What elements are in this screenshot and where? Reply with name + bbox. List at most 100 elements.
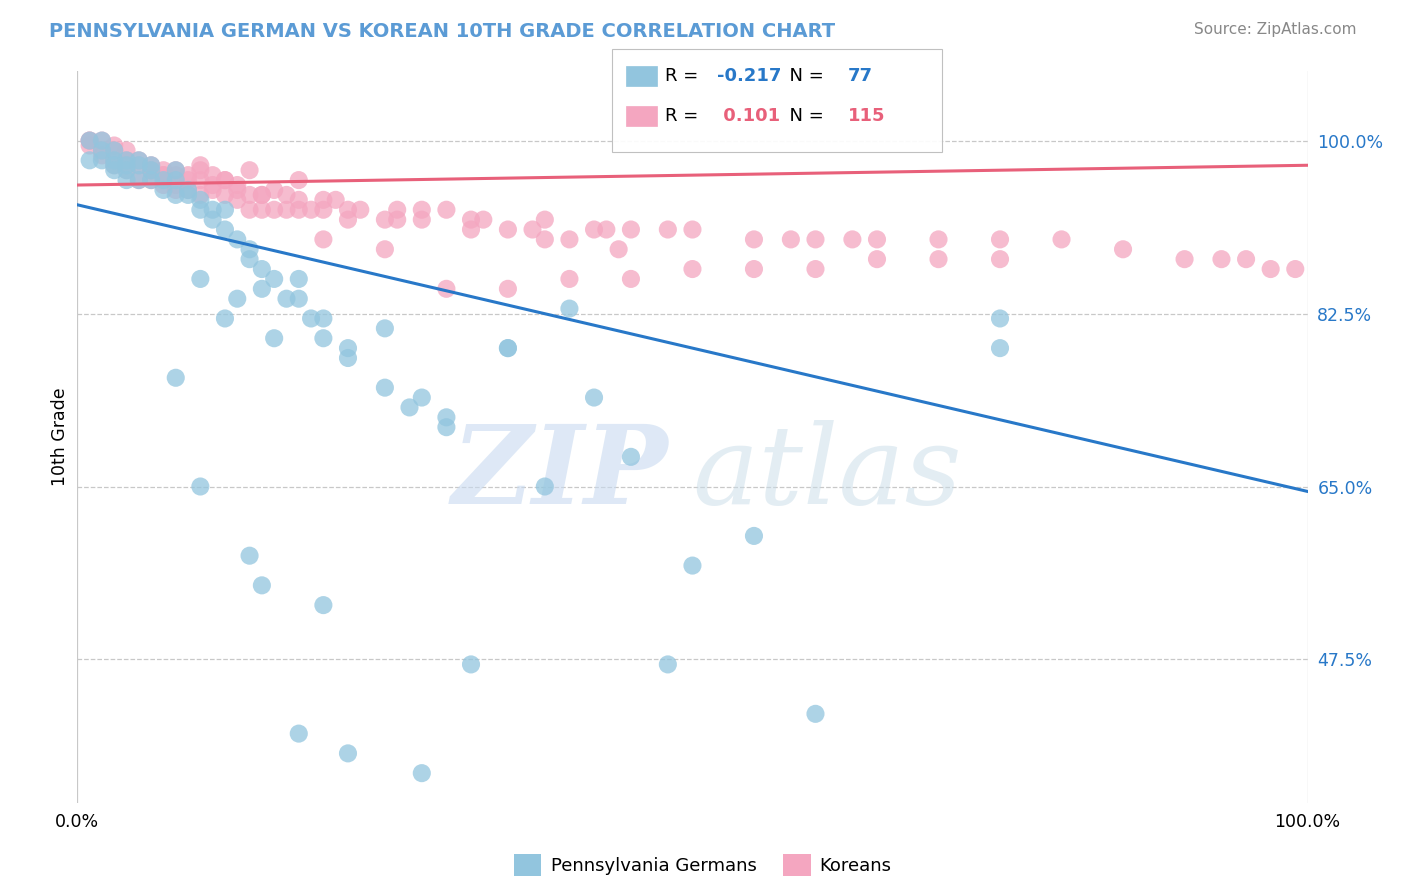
Point <box>534 479 557 493</box>
Point <box>928 252 950 267</box>
Point <box>239 163 262 178</box>
Point <box>239 252 262 267</box>
Point <box>1112 242 1135 256</box>
Point <box>90 144 114 158</box>
Point <box>103 153 125 168</box>
Point <box>115 153 138 168</box>
Point <box>90 134 114 148</box>
Point <box>250 282 273 296</box>
Point <box>141 173 163 187</box>
Point <box>1234 252 1257 267</box>
Point <box>558 301 581 316</box>
Point <box>250 188 273 202</box>
Point <box>312 598 335 612</box>
Point <box>583 391 606 405</box>
Point <box>385 202 409 217</box>
Point <box>558 272 581 286</box>
Point <box>385 212 409 227</box>
Point <box>620 450 643 464</box>
Point <box>90 134 114 148</box>
Point <box>534 212 557 227</box>
Point <box>103 144 125 158</box>
Point <box>496 341 519 355</box>
Point <box>152 168 174 182</box>
Point <box>522 222 544 236</box>
Point <box>288 726 311 740</box>
Point <box>558 232 581 246</box>
Point <box>607 242 630 256</box>
Point <box>263 331 285 345</box>
Point <box>312 311 335 326</box>
Point <box>411 212 433 227</box>
Point <box>201 168 224 182</box>
Point <box>411 202 433 217</box>
Text: Source: ZipAtlas.com: Source: ZipAtlas.com <box>1194 22 1357 37</box>
Point <box>988 311 1011 326</box>
Point <box>299 311 322 326</box>
Text: 0.101: 0.101 <box>717 107 780 125</box>
Point <box>250 202 273 217</box>
Point <box>657 657 679 672</box>
Point <box>165 163 187 178</box>
Point <box>804 232 827 246</box>
Point <box>79 134 101 148</box>
Text: PENNSYLVANIA GERMAN VS KOREAN 10TH GRADE CORRELATION CHART: PENNSYLVANIA GERMAN VS KOREAN 10TH GRADE… <box>49 22 835 41</box>
Point <box>115 144 138 158</box>
Point <box>374 242 396 256</box>
Point <box>79 134 101 148</box>
Point <box>780 232 803 246</box>
Point <box>928 232 950 246</box>
Point <box>79 138 101 153</box>
Point <box>1284 262 1306 277</box>
Point <box>165 178 187 192</box>
Point <box>263 183 285 197</box>
Point <box>128 158 150 172</box>
Point <box>436 420 458 434</box>
Point <box>152 178 174 192</box>
Point <box>988 252 1011 267</box>
Point <box>250 578 273 592</box>
Point <box>250 262 273 277</box>
Point <box>165 173 187 187</box>
Point <box>1211 252 1233 267</box>
Point <box>299 202 322 217</box>
Point <box>226 232 249 246</box>
Point <box>349 202 371 217</box>
Point <box>214 188 236 202</box>
Point <box>226 292 249 306</box>
Point <box>337 212 360 227</box>
Point <box>312 202 335 217</box>
Point <box>188 163 212 178</box>
Point <box>177 168 200 182</box>
Point <box>214 311 236 326</box>
Point <box>188 188 212 202</box>
Point <box>263 272 285 286</box>
Point <box>742 262 765 277</box>
Point <box>374 381 396 395</box>
Point <box>496 341 519 355</box>
Point <box>115 158 138 172</box>
Point <box>214 173 236 187</box>
Text: 77: 77 <box>848 67 873 85</box>
Point <box>152 168 174 182</box>
Text: R =: R = <box>665 67 704 85</box>
Point <box>239 202 262 217</box>
Point <box>128 153 150 168</box>
Point <box>128 153 150 168</box>
Point <box>460 212 482 227</box>
Point <box>682 262 704 277</box>
Point <box>742 529 765 543</box>
Point <box>188 202 212 217</box>
Point <box>337 202 360 217</box>
Point <box>226 183 249 197</box>
Point <box>988 341 1011 355</box>
Point <box>226 178 249 192</box>
Point <box>472 212 495 227</box>
Point <box>103 144 125 158</box>
Point <box>1174 252 1197 267</box>
Point <box>312 331 335 345</box>
Point <box>152 163 174 178</box>
Point <box>682 222 704 236</box>
Point <box>496 222 519 236</box>
Point <box>742 232 765 246</box>
